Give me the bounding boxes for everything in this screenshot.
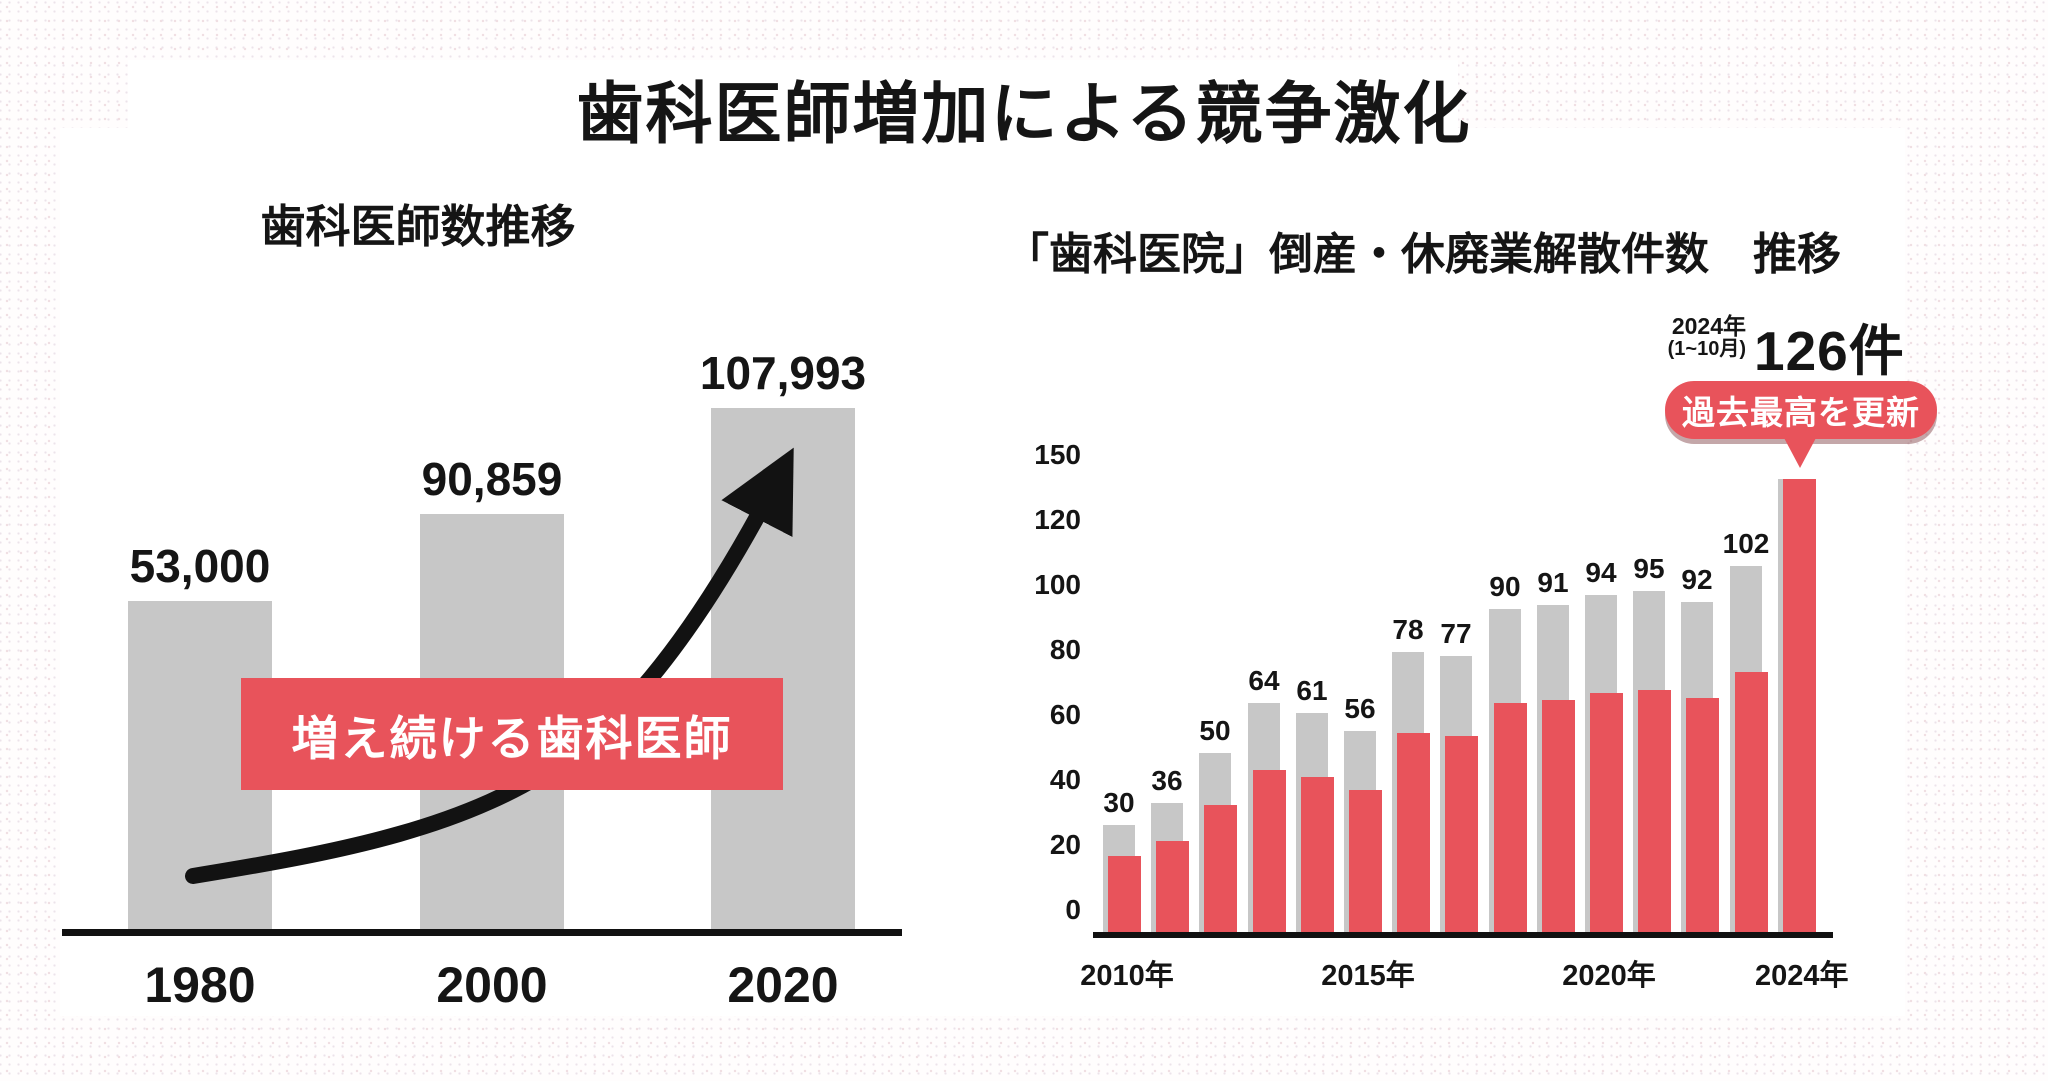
closure-bar-value: 91: [1537, 567, 1569, 598]
left-bar: [711, 408, 855, 930]
left-chart-x-axis: [62, 929, 902, 936]
closure-bar-value: 61: [1296, 675, 1328, 706]
closure-bar-highlight: [1349, 790, 1382, 933]
left-bar-year: 2020: [727, 957, 839, 1013]
closure-bar-value: 64: [1248, 665, 1280, 696]
closure-bar-value: 102: [1722, 528, 1770, 559]
closure-bar-value: 56: [1344, 693, 1376, 724]
closure-bar-highlight: [1301, 777, 1334, 933]
stat-value: 126件: [1754, 320, 1905, 382]
closure-bar-highlight: [1108, 856, 1141, 933]
x-tick-label: 2015年: [1321, 960, 1415, 992]
closure-bar-highlight: [1783, 479, 1816, 933]
x-tick-label: 2020年: [1562, 960, 1656, 992]
stat-year: 2024年: [1671, 313, 1746, 339]
closure-bar-value: 77: [1440, 618, 1472, 649]
record-high-callout: 過去最高を更新: [1665, 381, 1937, 439]
closure-bar-highlight: [1156, 841, 1189, 933]
closure-bar-value: 78: [1392, 614, 1424, 645]
closure-bar-highlight: [1542, 700, 1575, 933]
y-tick-label: 60: [1049, 699, 1081, 730]
stat-period-block: 2024年 (1~10月): [1630, 306, 1746, 360]
callout-tail-icon: [1783, 436, 1817, 468]
y-tick-label: 20: [1049, 829, 1081, 860]
y-tick-label: 120: [1034, 504, 1081, 535]
closure-bar-highlight: [1204, 805, 1237, 933]
left-chart-title: 歯科医師数推移: [260, 201, 576, 252]
left-chart-banner: 増え続ける歯科医師: [241, 678, 783, 790]
closure-bar-value: 30: [1103, 787, 1135, 818]
closure-bar-value: 36: [1151, 765, 1183, 796]
right-chart-title: 「歯科医院」倒産・休廃業解散件数 推移: [1005, 230, 1841, 279]
closure-bar-highlight: [1253, 770, 1286, 933]
y-tick-label: 150: [1034, 439, 1081, 470]
x-tick-label: 2024年: [1755, 960, 1849, 992]
page-title: 歯科医師増加による競争激化: [576, 77, 1472, 152]
closure-bar-highlight: [1445, 736, 1478, 933]
closure-bar-highlight: [1735, 672, 1768, 933]
left-bar-value: 107,993: [699, 347, 867, 399]
closure-bar-highlight: [1590, 693, 1623, 933]
closure-bar-value: 50: [1199, 715, 1231, 746]
closure-bar-value: 90: [1489, 571, 1521, 602]
y-tick-label: 100: [1034, 569, 1081, 600]
left-bar-value: 53,000: [129, 540, 271, 592]
closure-bar-value: 95: [1633, 553, 1665, 584]
right-chart-x-axis: [1093, 932, 1833, 938]
right-chart-stat: 2024年 (1~10月) 126件: [1630, 306, 1905, 386]
y-tick-label: 40: [1049, 764, 1081, 795]
x-tick-label: 2010年: [1080, 960, 1174, 992]
closure-bar-value: 94: [1585, 557, 1617, 588]
left-bar-year: 1980: [144, 957, 256, 1013]
y-tick-label: 80: [1049, 634, 1081, 665]
closure-bar-highlight: [1397, 733, 1430, 933]
closure-bar-value: 92: [1681, 564, 1713, 595]
stat-period: (1~10月): [1667, 337, 1746, 360]
left-bar-year: 2000: [436, 957, 548, 1013]
left-bar-value: 90,859: [421, 453, 563, 505]
closure-bar-highlight: [1686, 698, 1719, 933]
closure-bar-highlight: [1638, 690, 1671, 933]
y-tick-label: 0: [1065, 894, 1081, 925]
closure-bar-highlight: [1494, 703, 1527, 933]
